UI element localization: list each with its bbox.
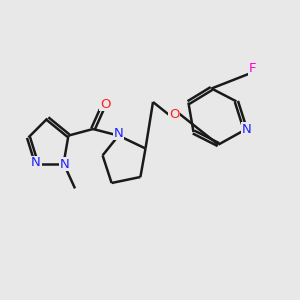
Text: O: O [169,108,179,121]
Text: N: N [59,158,69,171]
Text: N: N [114,127,123,140]
Text: O: O [100,98,111,111]
Text: F: F [249,62,256,75]
Text: N: N [242,123,251,136]
Text: N: N [31,156,41,170]
